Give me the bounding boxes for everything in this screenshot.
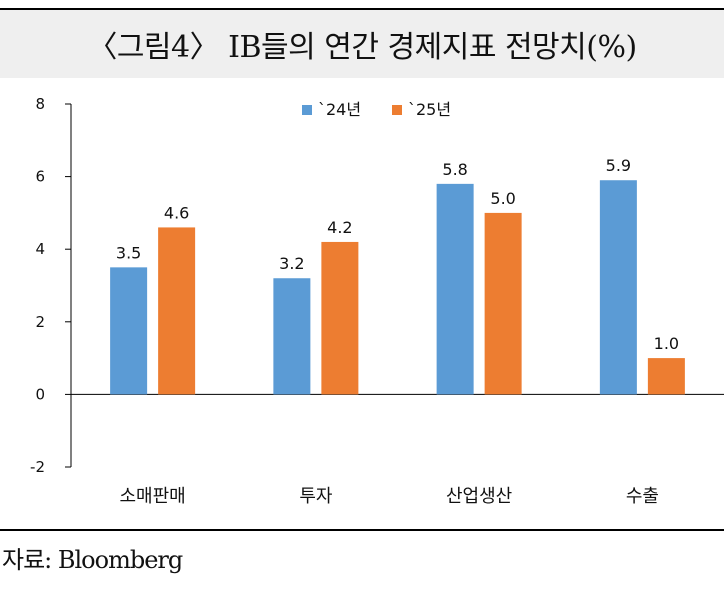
bar bbox=[110, 267, 148, 395]
data-label: 4.2 bbox=[327, 218, 352, 237]
y-tick-label: 2 bbox=[35, 313, 45, 331]
bar bbox=[484, 212, 522, 395]
bottom-rule bbox=[0, 529, 724, 531]
legend-label: `24년 bbox=[318, 100, 361, 119]
category-label: 소매판매 bbox=[120, 486, 186, 507]
chart-area: -2 0 2 4 6 8 3.5 4.6 소매판매 3.2 4.2 투자 5.8 5.0 산업생산 5.9 1.… bbox=[0, 80, 724, 527]
bar bbox=[321, 241, 359, 395]
data-label: 5.9 bbox=[606, 156, 631, 175]
category-label: 수출 bbox=[626, 486, 659, 507]
data-label: 3.5 bbox=[116, 243, 141, 262]
legend-swatch bbox=[302, 105, 312, 115]
data-label: 4.6 bbox=[164, 203, 189, 222]
data-label: 5.0 bbox=[490, 189, 515, 208]
y-tick-label: -2 bbox=[30, 458, 45, 476]
bar bbox=[599, 180, 637, 395]
data-label: 5.8 bbox=[442, 160, 467, 179]
title-band: 〈그림4〉 IB들의 연간 경제지표 전망치(%) bbox=[0, 10, 724, 78]
bar bbox=[273, 278, 311, 395]
data-label: 1.0 bbox=[654, 334, 679, 353]
y-tick-label: 8 bbox=[35, 95, 45, 113]
category-label: 투자 bbox=[299, 486, 333, 507]
top-rule bbox=[0, 8, 724, 10]
chart-title: 〈그림4〉 IB들의 연간 경제지표 전망치(%) bbox=[87, 30, 637, 65]
legend-label: `25년 bbox=[408, 100, 451, 119]
y-tick-label: 0 bbox=[35, 385, 45, 403]
bar bbox=[158, 227, 196, 395]
y-tick-label: 4 bbox=[35, 240, 45, 258]
category-label: 산업생산 bbox=[446, 486, 512, 507]
legend-swatch bbox=[392, 105, 402, 115]
y-tick-label: 6 bbox=[35, 168, 45, 186]
data-label: 3.2 bbox=[279, 254, 304, 273]
bar-chart: -2 0 2 4 6 8 3.5 4.6 소매판매 3.2 4.2 투자 5.8 5.0 산업생산 5.9 1.… bbox=[30, 95, 724, 507]
bar bbox=[436, 183, 474, 395]
bar bbox=[647, 358, 685, 395]
source-note: 자료: Bloomberg bbox=[2, 546, 183, 574]
